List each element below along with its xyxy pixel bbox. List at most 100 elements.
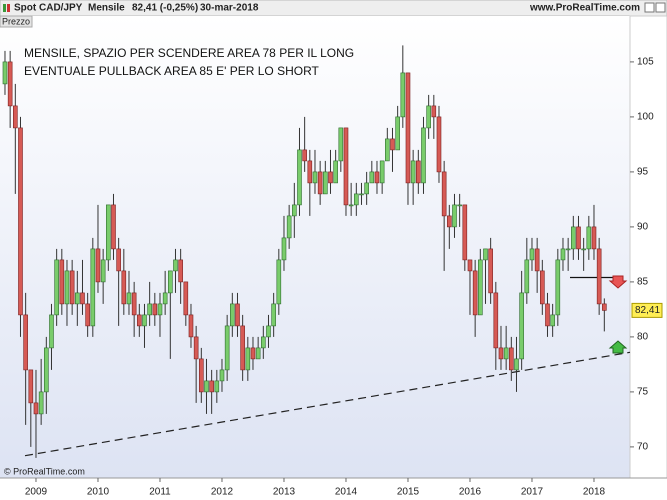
candle-body (85, 303, 90, 327)
candle-body (209, 380, 214, 393)
candle-body (276, 259, 282, 305)
x-tick-label: 2009 (25, 487, 48, 498)
candle-body (266, 325, 271, 338)
candle-body (95, 248, 101, 283)
candle-body (106, 204, 111, 261)
candle-body (452, 204, 457, 228)
candle-body (162, 292, 168, 305)
candle-body (49, 314, 54, 349)
candle-body (565, 248, 571, 251)
candle-body (483, 248, 488, 261)
last-price-box (631, 302, 663, 318)
candle-body (457, 204, 462, 207)
candle-body (121, 270, 127, 305)
candle-body (235, 303, 240, 327)
site: www.ProRealTime.com (529, 3, 640, 14)
candle-body (147, 303, 152, 316)
candle-body (28, 369, 34, 404)
candle-body (23, 314, 28, 371)
candle-body (292, 204, 297, 217)
candle-body (100, 259, 106, 283)
icon (3, 4, 6, 12)
candle-body (219, 369, 225, 382)
x-tick-label: 2016 (459, 487, 482, 498)
candle-body (581, 248, 586, 251)
candle-body (33, 402, 39, 415)
candle-body (519, 292, 524, 360)
candle-body (359, 193, 364, 196)
candle-body (343, 127, 349, 206)
sell-arrow (608, 275, 628, 289)
x-tick-label: 2018 (583, 487, 606, 498)
x-tick-label: 2011 (149, 487, 171, 498)
candle-body (18, 127, 23, 316)
candle-body (441, 171, 447, 217)
x-tick-label: 2015 (397, 487, 420, 498)
candle-body (90, 248, 96, 327)
candle-body (75, 292, 80, 305)
candle-body (395, 116, 400, 151)
candle-body (602, 303, 607, 311)
annotation: MENSILE, SPAZIO PER SCENDERE AREA 78 PER… (24, 46, 354, 60)
candle-body (142, 314, 147, 327)
date: 30-mar-2018 (200, 3, 259, 14)
candle-body (596, 248, 602, 305)
candle-body (271, 303, 276, 327)
candle-body (281, 237, 287, 261)
candle-body (374, 171, 380, 184)
candle-body (297, 149, 302, 206)
candle-body (116, 248, 121, 272)
candle-body (183, 281, 189, 316)
candle-body (467, 259, 473, 272)
candle-body (400, 72, 406, 118)
candle-body (111, 204, 116, 250)
candle-body (152, 303, 158, 316)
candle-body (550, 314, 555, 327)
candle-body (13, 105, 18, 129)
candle-body (328, 171, 333, 184)
candle-body (555, 259, 561, 316)
annotation: EVENTUALE PULLBACK AREA 85 E' PER LO SHO… (24, 64, 320, 78)
candle-body (390, 138, 395, 151)
buy-arrow (608, 340, 628, 354)
candle-body (560, 248, 566, 261)
candle-body (545, 303, 550, 327)
x-tick-label: 2013 (273, 487, 296, 498)
candle-body (173, 259, 178, 272)
candle-body (338, 127, 344, 162)
candle-body (80, 292, 85, 305)
candle-body (204, 380, 209, 393)
candle-body (261, 336, 266, 349)
candle-body (44, 347, 49, 393)
candle-body (188, 314, 194, 338)
candle-body (571, 226, 576, 250)
candle-body (250, 347, 256, 360)
y-tick-label: 105 (637, 57, 654, 68)
trend-line (24, 351, 631, 457)
candle-body (416, 160, 421, 184)
period: Mensile (88, 3, 125, 14)
candle-body (514, 358, 519, 371)
candle-body (385, 138, 390, 162)
candle-body (576, 226, 581, 250)
candle-body (38, 391, 44, 415)
candle-body (240, 325, 245, 371)
candle-body (540, 270, 545, 305)
x-tick-label: 2017 (521, 487, 544, 498)
candle-body (286, 215, 292, 239)
candle-body (405, 72, 411, 184)
window-button[interactable] (655, 2, 666, 13)
candle-body (421, 127, 426, 184)
window-button[interactable] (644, 2, 655, 13)
icon (7, 4, 10, 12)
y-tick-label: 70 (637, 442, 649, 453)
copyright: © ProRealTime.com (4, 466, 85, 476)
candle-body (126, 292, 132, 305)
y-tick-label: 90 (637, 222, 649, 233)
instrument: Spot CAD/JPY (14, 3, 83, 14)
candle-body (193, 336, 199, 360)
candle-body (478, 259, 483, 316)
candle-body (312, 171, 318, 184)
candle-body (2, 61, 8, 85)
candle-body (529, 248, 535, 261)
